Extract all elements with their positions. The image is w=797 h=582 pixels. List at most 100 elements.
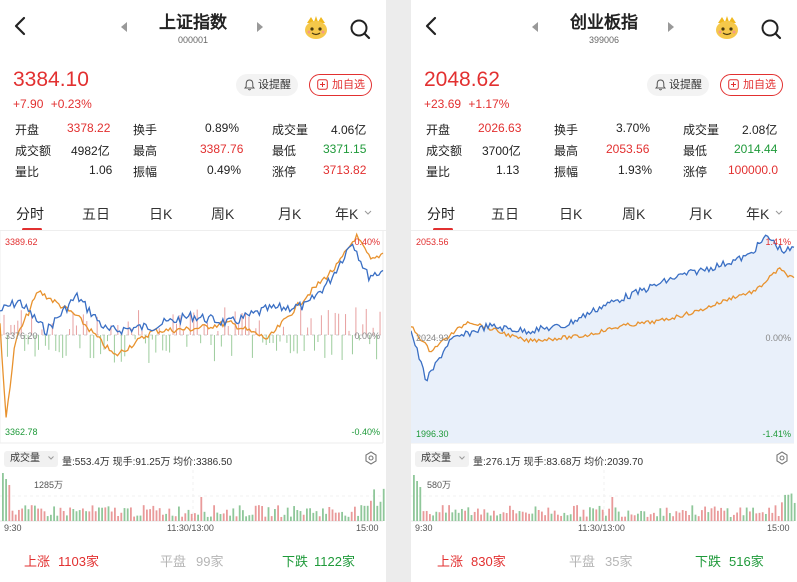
- volume-bar: [18, 509, 20, 521]
- y-axis-high: 2053.56: [416, 237, 449, 247]
- volume-max-label: 580万: [427, 480, 452, 490]
- tab-weekly-k[interactable]: 周K: [211, 206, 235, 222]
- mascot-icon[interactable]: [714, 14, 740, 40]
- next-index-arrow-icon[interactable]: [257, 22, 263, 32]
- indicator-selector[interactable]: 成交量: [4, 451, 58, 467]
- volume-bar: [557, 514, 559, 521]
- intraday-chart[interactable]: [0, 231, 386, 446]
- volume-bar: [302, 514, 305, 521]
- volume-bar: [694, 514, 697, 521]
- volume-bar: [633, 515, 636, 521]
- volume-bar: [366, 505, 369, 521]
- volume-bar: [334, 512, 337, 521]
- volume-bar: [59, 507, 62, 521]
- price-change: +7.90 +0.23%: [13, 97, 92, 111]
- volume-bar: [146, 509, 148, 521]
- stat-label: 最低: [683, 144, 708, 158]
- volume-bar: [331, 509, 334, 521]
- volume-bar: [197, 514, 199, 521]
- stats-grid: 开盘 2026.63 换手 3.70% 成交量 2.08亿 成交额 3700亿 …: [426, 121, 788, 184]
- volume-bar: [681, 510, 684, 521]
- tab-daily-k[interactable]: 日K: [149, 206, 173, 222]
- add-watchlist-button[interactable]: 加自选: [720, 74, 783, 96]
- back-arrow-icon[interactable]: [421, 14, 443, 38]
- indicator-selector[interactable]: 成交量: [415, 451, 469, 467]
- stat-value: 1.13: [496, 163, 520, 177]
- volume-info: 量:276.1万 现手:83.68万 均价:2039.70: [473, 457, 644, 468]
- stat-label: 换手: [554, 123, 579, 137]
- volume-bar: [441, 505, 444, 521]
- search-icon[interactable]: [760, 18, 782, 40]
- set-alert-button[interactable]: 设提醒: [236, 74, 298, 96]
- volume-chart[interactable]: [411, 470, 797, 522]
- prev-index-arrow-icon[interactable]: [121, 22, 127, 32]
- volume-bar: [435, 511, 438, 521]
- volume-chart[interactable]: [0, 470, 386, 522]
- breadth-up-label: 上涨: [437, 554, 464, 569]
- volume-bar: [11, 510, 14, 521]
- mascot-icon[interactable]: [303, 14, 329, 40]
- stats-row: 量比 1.13 振幅 1.93% 涨停 100000.0: [426, 163, 788, 184]
- quote-panel-chinext: 创业板指 399006 2048.62 +23.69 +1.17% 设提醒 加自…: [411, 0, 797, 582]
- pct-axis-mid: 0.00%: [354, 331, 380, 341]
- tab-five-day[interactable]: 五日: [82, 206, 110, 222]
- change-amount: +23.69: [424, 97, 462, 111]
- volume-bar: [509, 505, 511, 521]
- volume-bar: [566, 515, 569, 521]
- tab-daily-k[interactable]: 日K: [559, 206, 583, 222]
- search-icon[interactable]: [349, 18, 371, 40]
- volume-bar: [624, 516, 626, 521]
- intraday-chart[interactable]: [411, 231, 797, 446]
- tab-intraday[interactable]: 分时: [427, 206, 455, 222]
- tab-weekly-k[interactable]: 周K: [622, 206, 646, 222]
- volume-bar: [267, 507, 270, 521]
- volume-bar: [544, 515, 546, 521]
- stat-label: 振幅: [554, 165, 579, 179]
- breadth-down-value: 516家: [729, 554, 764, 569]
- divider: [411, 230, 797, 231]
- settings-icon[interactable]: [775, 451, 789, 465]
- tab-intraday[interactable]: 分时: [16, 206, 44, 222]
- change-percent: +0.23%: [50, 97, 92, 111]
- time-label-midday: 11:30/13:00: [578, 523, 625, 533]
- add-watchlist-button[interactable]: 加自选: [309, 74, 372, 96]
- volume-bar: [656, 516, 658, 521]
- volume-bar: [774, 505, 777, 521]
- tab-five-day[interactable]: 五日: [491, 206, 519, 222]
- volume-bar: [669, 513, 671, 521]
- volume-bar: [232, 508, 235, 521]
- stat-label: 开盘: [426, 123, 451, 137]
- volume-bar: [280, 516, 283, 521]
- tab-yearly-k[interactable]: 年K: [746, 206, 770, 222]
- breadth-up-value: 1103家: [58, 554, 99, 569]
- average-price-line: [0, 232, 384, 418]
- back-arrow-icon[interactable]: [10, 14, 32, 38]
- period-tabs: 分时 五日 日K 周K 月K 年K: [0, 204, 386, 231]
- tab-monthly-k[interactable]: 月K: [689, 206, 713, 222]
- volume-bar: [270, 516, 273, 521]
- next-index-arrow-icon[interactable]: [668, 22, 674, 32]
- chevron-down-icon[interactable]: [364, 210, 372, 216]
- volume-bar: [40, 508, 43, 521]
- active-tab-indicator: [433, 228, 453, 231]
- set-alert-button[interactable]: 设提醒: [647, 74, 709, 96]
- volume-bar: [91, 505, 94, 521]
- pct-axis-low: -1.41%: [762, 429, 791, 439]
- volume-bar: [499, 513, 502, 521]
- volume-bar: [248, 515, 251, 521]
- volume-bar: [723, 510, 726, 521]
- volume-bars: [413, 475, 796, 521]
- volume-bar: [94, 511, 97, 521]
- stat-label: 量比: [426, 165, 451, 179]
- stat-value: 3378.22: [67, 121, 111, 135]
- volume-bar: [114, 507, 116, 521]
- volume-bar: [229, 515, 231, 521]
- tab-yearly-k[interactable]: 年K: [335, 206, 359, 222]
- volume-bar: [745, 507, 748, 521]
- tab-monthly-k[interactable]: 月K: [278, 206, 302, 222]
- volume-bar: [742, 515, 745, 521]
- chevron-down-icon[interactable]: [775, 210, 783, 216]
- settings-icon[interactable]: [364, 451, 378, 465]
- price-line: [411, 234, 795, 382]
- prev-index-arrow-icon[interactable]: [532, 22, 538, 32]
